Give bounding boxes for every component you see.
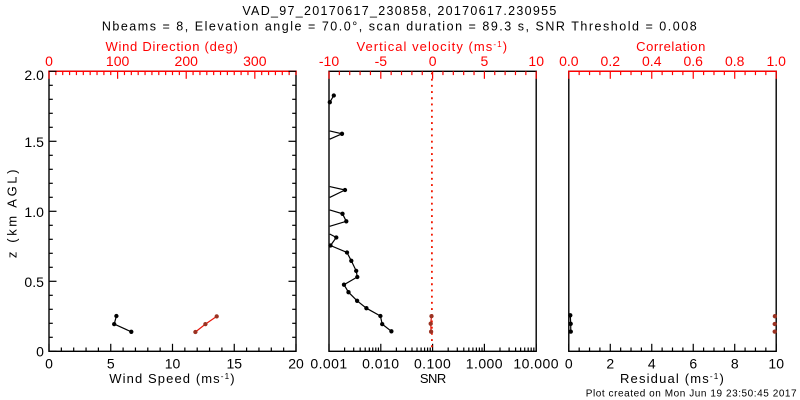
svg-text:5: 5 <box>481 53 489 69</box>
svg-text:0.010: 0.010 <box>362 355 399 371</box>
svg-text:10: 10 <box>768 355 784 371</box>
svg-text:Nbeams = 8, Elevation angle =: Nbeams = 8, Elevation angle = 70.0°, sca… <box>102 20 698 34</box>
svg-text:0: 0 <box>429 53 437 69</box>
svg-text:0.5: 0.5 <box>24 274 44 290</box>
svg-text:10: 10 <box>528 53 544 69</box>
svg-text:Plot created on Mon Jun 19 23:: Plot created on Mon Jun 19 23:50:45 2017 <box>586 389 797 400</box>
svg-text:6: 6 <box>689 355 697 371</box>
svg-text:Wind Speed (ms-1): Wind Speed (ms-1) <box>109 371 235 386</box>
svg-text:0.4: 0.4 <box>642 53 662 69</box>
svg-text:15: 15 <box>226 355 242 371</box>
svg-text:300: 300 <box>243 53 267 69</box>
svg-text:200: 200 <box>175 53 199 69</box>
svg-text:0.8: 0.8 <box>725 53 745 69</box>
svg-text:Vertical velocity (ms-1): Vertical velocity (ms-1) <box>356 39 508 54</box>
svg-text:SNR: SNR <box>420 371 446 386</box>
svg-text:-5: -5 <box>375 53 388 69</box>
svg-text:0: 0 <box>45 53 53 69</box>
svg-text:2: 2 <box>606 355 614 371</box>
svg-text:-10: -10 <box>319 53 339 69</box>
svg-text:1.000: 1.000 <box>466 355 503 371</box>
svg-text:5: 5 <box>107 355 115 371</box>
svg-text:0.0: 0.0 <box>559 53 579 69</box>
svg-text:0.100: 0.100 <box>414 355 451 371</box>
svg-text:10.000: 10.000 <box>513 355 559 371</box>
svg-text:VAD_97_20170617_230858, 201706: VAD_97_20170617_230858, 20170617.230955 <box>242 4 557 18</box>
svg-text:0: 0 <box>45 355 53 371</box>
svg-text:Residual (ms-1): Residual (ms-1) <box>620 371 725 386</box>
svg-text:0.6: 0.6 <box>684 53 704 69</box>
svg-text:8: 8 <box>731 355 739 371</box>
svg-text:100: 100 <box>106 53 130 69</box>
svg-text:1.5: 1.5 <box>24 134 44 150</box>
svg-text:0: 0 <box>36 344 44 360</box>
svg-text:z (km AGL): z (km AGL) <box>5 167 20 258</box>
svg-text:2.0: 2.0 <box>24 67 44 83</box>
svg-text:1.0: 1.0 <box>24 204 44 220</box>
svg-text:0.001: 0.001 <box>310 355 347 371</box>
svg-text:Correlation: Correlation <box>636 39 706 54</box>
svg-text:1.0: 1.0 <box>766 53 786 69</box>
svg-text:4: 4 <box>648 355 656 371</box>
svg-text:20: 20 <box>288 355 304 371</box>
svg-text:Wind Direction (deg): Wind Direction (deg) <box>105 39 238 54</box>
svg-text:0.2: 0.2 <box>601 53 621 69</box>
svg-text:0: 0 <box>565 355 573 371</box>
svg-text:10: 10 <box>165 355 181 371</box>
